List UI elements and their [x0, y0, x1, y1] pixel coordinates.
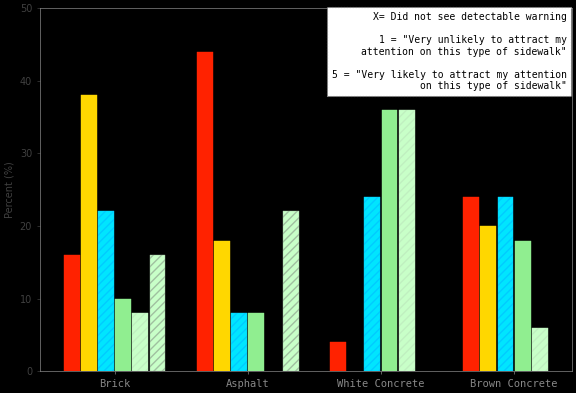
Y-axis label: Percent (%): Percent (%) — [4, 161, 14, 218]
Bar — [115, 299, 131, 371]
Bar — [197, 52, 213, 371]
Bar — [365, 197, 380, 371]
Bar — [399, 110, 415, 371]
Bar — [248, 313, 264, 371]
Bar — [382, 110, 397, 371]
Bar — [214, 241, 230, 371]
Bar — [330, 342, 346, 371]
Bar — [132, 313, 148, 371]
Bar — [81, 95, 97, 371]
Bar — [498, 197, 513, 371]
Bar — [515, 241, 530, 371]
Bar — [283, 211, 298, 371]
Bar — [480, 226, 497, 371]
Bar — [532, 328, 548, 371]
Bar — [232, 313, 247, 371]
Bar — [64, 255, 79, 371]
Bar — [98, 211, 114, 371]
Bar — [463, 197, 479, 371]
Text: X= Did not see detectable warning

1 = "Very unlikely to attract my
attention on: X= Did not see detectable warning 1 = "V… — [332, 12, 567, 92]
Bar — [150, 255, 165, 371]
